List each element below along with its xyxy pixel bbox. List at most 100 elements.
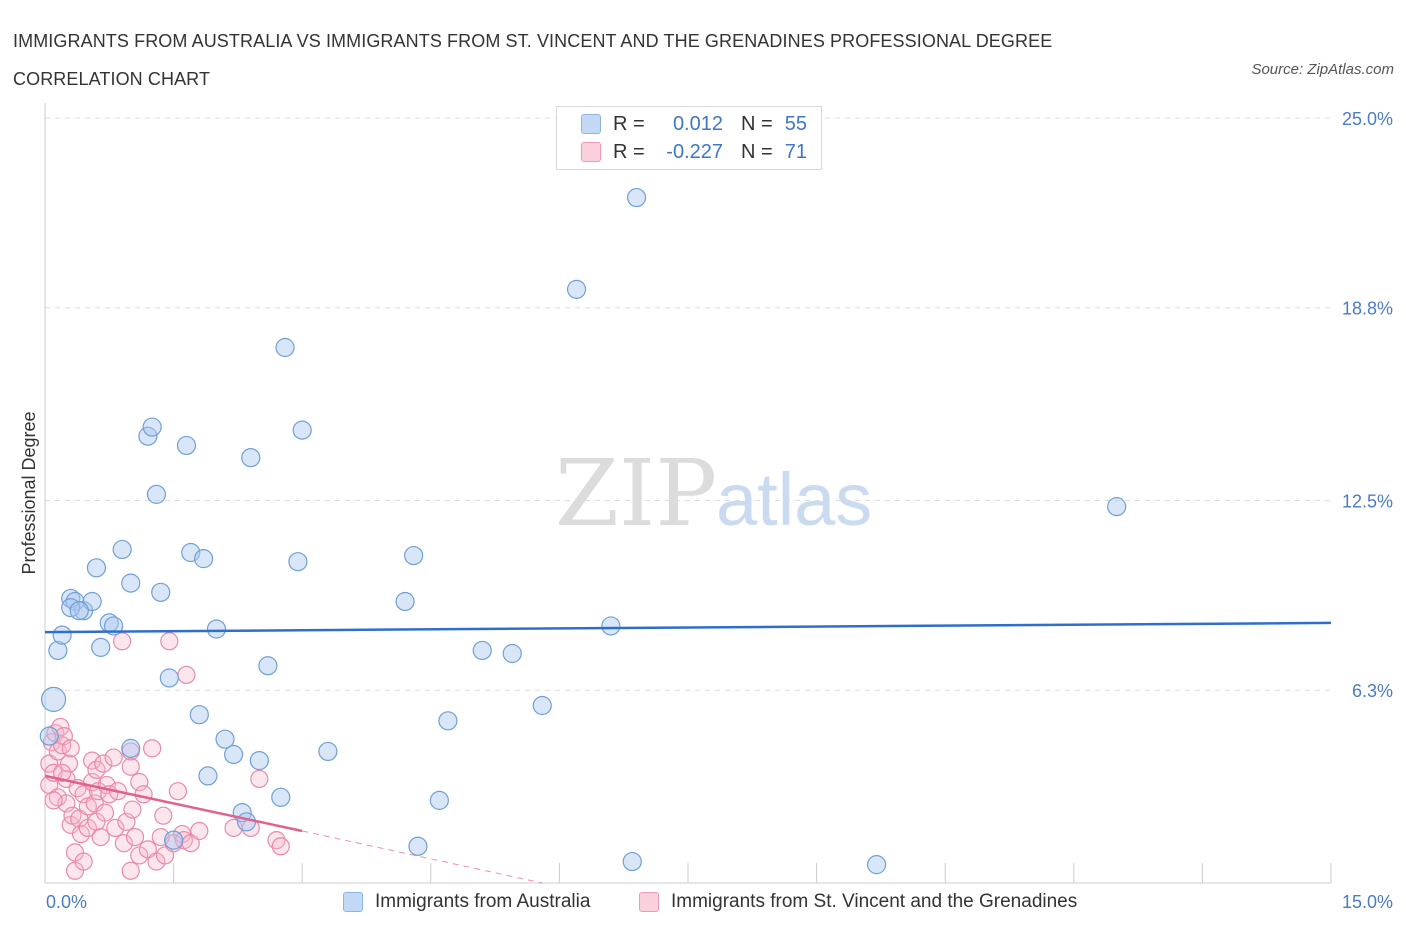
- data-point-stvincent: [74, 852, 93, 871]
- axis-labels: 6.3% 12.5% 18.8% 25.0% 0.0% 15.0% Professional…: [19, 109, 1393, 912]
- data-point-australia: [601, 616, 621, 636]
- data-point-australia: [151, 582, 171, 602]
- data-point-australia: [395, 591, 415, 612]
- y-axis-label: Professional Degree: [19, 411, 39, 574]
- chart-title: IMMIGRANTS FROM AUSTRALIA VS IMMIGRANTS …: [13, 31, 1053, 89]
- series-australia-points: [39, 187, 1127, 875]
- bottom-legend-swatch-australia: [343, 892, 363, 912]
- data-point-stvincent: [190, 821, 209, 841]
- legend-swatch-australia: [581, 114, 601, 134]
- data-point-australia: [236, 812, 257, 832]
- data-point-stvincent: [44, 791, 63, 810]
- bottom-legend-stvincent: Immigrants from St. Vincent and the Gren…: [639, 888, 1077, 916]
- data-point-stvincent: [121, 757, 140, 776]
- data-point-australia: [408, 836, 428, 856]
- data-point-stvincent: [61, 739, 80, 758]
- trend-line-stvincent-extension: [302, 830, 543, 884]
- legend-row-stvincent: R = -0.227 N = 71: [581, 139, 807, 165]
- y-tick-label: 6.3%: [1352, 681, 1393, 701]
- data-point-stvincent: [271, 837, 290, 856]
- data-point-stvincent: [71, 824, 91, 844]
- data-point-stvincent: [91, 827, 110, 847]
- legend-r-label: R =: [613, 140, 645, 163]
- legend-row-australia: R = 0.012 N = 55: [581, 111, 807, 137]
- legend-r-value: -0.227: [666, 140, 723, 163]
- data-point-stvincent: [177, 665, 196, 685]
- data-point-australia: [198, 766, 218, 786]
- data-point-australia: [258, 656, 278, 676]
- data-point-australia: [121, 573, 141, 593]
- data-point-australia: [48, 640, 68, 661]
- data-point-stvincent: [143, 739, 162, 758]
- gridlines: [45, 117, 1331, 691]
- data-point-australia: [224, 744, 244, 765]
- y-tick-label: 25.0%: [1342, 109, 1393, 129]
- data-point-australia: [121, 738, 141, 758]
- legend-n-label: N =: [741, 112, 773, 135]
- series-stvincent-points: [40, 632, 290, 880]
- data-point-australia: [429, 790, 449, 810]
- data-point-australia: [249, 750, 269, 771]
- data-point-australia: [867, 855, 887, 875]
- data-point-australia: [194, 549, 214, 569]
- data-point-australia: [112, 539, 132, 560]
- data-point-stvincent: [53, 763, 72, 782]
- data-point-australia: [164, 830, 184, 850]
- y-tick-label: 18.8%: [1342, 299, 1393, 319]
- bottom-legend-australia: Immigrants from Australia: [343, 888, 590, 916]
- data-point-australia: [142, 417, 162, 437]
- data-point-australia: [626, 187, 647, 208]
- data-point-australia: [138, 426, 158, 446]
- data-point-australia: [176, 435, 197, 456]
- trend-line-australia: [44, 621, 1332, 634]
- data-point-australia: [39, 726, 59, 746]
- data-point-australia: [1107, 497, 1127, 517]
- legend-r-label: R =: [613, 112, 645, 135]
- data-point-australia: [189, 705, 209, 725]
- data-point-stvincent: [123, 800, 142, 819]
- data-point-australia: [566, 279, 587, 299]
- watermark-zip: ZIP: [555, 440, 717, 547]
- legend-r-value: 0.012: [672, 112, 723, 135]
- data-point-australia: [502, 643, 522, 664]
- data-point-australia: [215, 729, 235, 749]
- data-point-stvincent: [168, 782, 187, 801]
- data-point-australia: [91, 637, 111, 657]
- data-point-stvincent: [95, 803, 115, 822]
- data-point-stvincent: [113, 632, 132, 651]
- data-point-stvincent: [94, 754, 113, 773]
- data-point-australia: [292, 420, 312, 440]
- data-point-stvincent: [106, 818, 125, 838]
- bottom-legend-label-australia: Immigrants from Australia: [375, 891, 591, 912]
- data-point-australia: [86, 558, 107, 578]
- x-tick-label: 15.0%: [1342, 892, 1393, 912]
- legend-n-value: 55: [784, 112, 807, 135]
- data-point-australia: [438, 711, 458, 731]
- bottom-legend-swatch-stvincent: [639, 892, 659, 912]
- data-point-australia: [52, 625, 72, 645]
- data-point-australia: [241, 448, 261, 468]
- data-point-stvincent: [59, 754, 79, 773]
- data-point-australia: [159, 668, 179, 688]
- data-point-australia: [146, 484, 167, 504]
- trend-lines: [44, 621, 1332, 884]
- data-point-australia: [622, 851, 642, 872]
- legend-swatch-stvincent: [581, 142, 601, 162]
- axes: [44, 103, 1332, 884]
- correlation-legend: R = 0.012 N = 55 R = -0.227 N = 71: [556, 106, 822, 170]
- data-point-stvincent: [121, 861, 140, 880]
- data-point-australia: [275, 337, 295, 358]
- data-point-australia: [271, 787, 291, 807]
- data-point-australia: [288, 552, 308, 572]
- data-point-stvincent: [104, 748, 123, 767]
- data-point-stvincent: [125, 827, 145, 847]
- data-point-australia: [472, 640, 492, 661]
- data-point-stvincent: [250, 769, 269, 789]
- legend-n-label: N =: [741, 140, 773, 163]
- x-tick-label: 0.0%: [46, 892, 87, 912]
- data-point-stvincent: [87, 760, 106, 779]
- data-point-australia: [318, 741, 338, 762]
- data-point-australia: [532, 695, 552, 716]
- y-tick-label: 12.5%: [1342, 492, 1393, 512]
